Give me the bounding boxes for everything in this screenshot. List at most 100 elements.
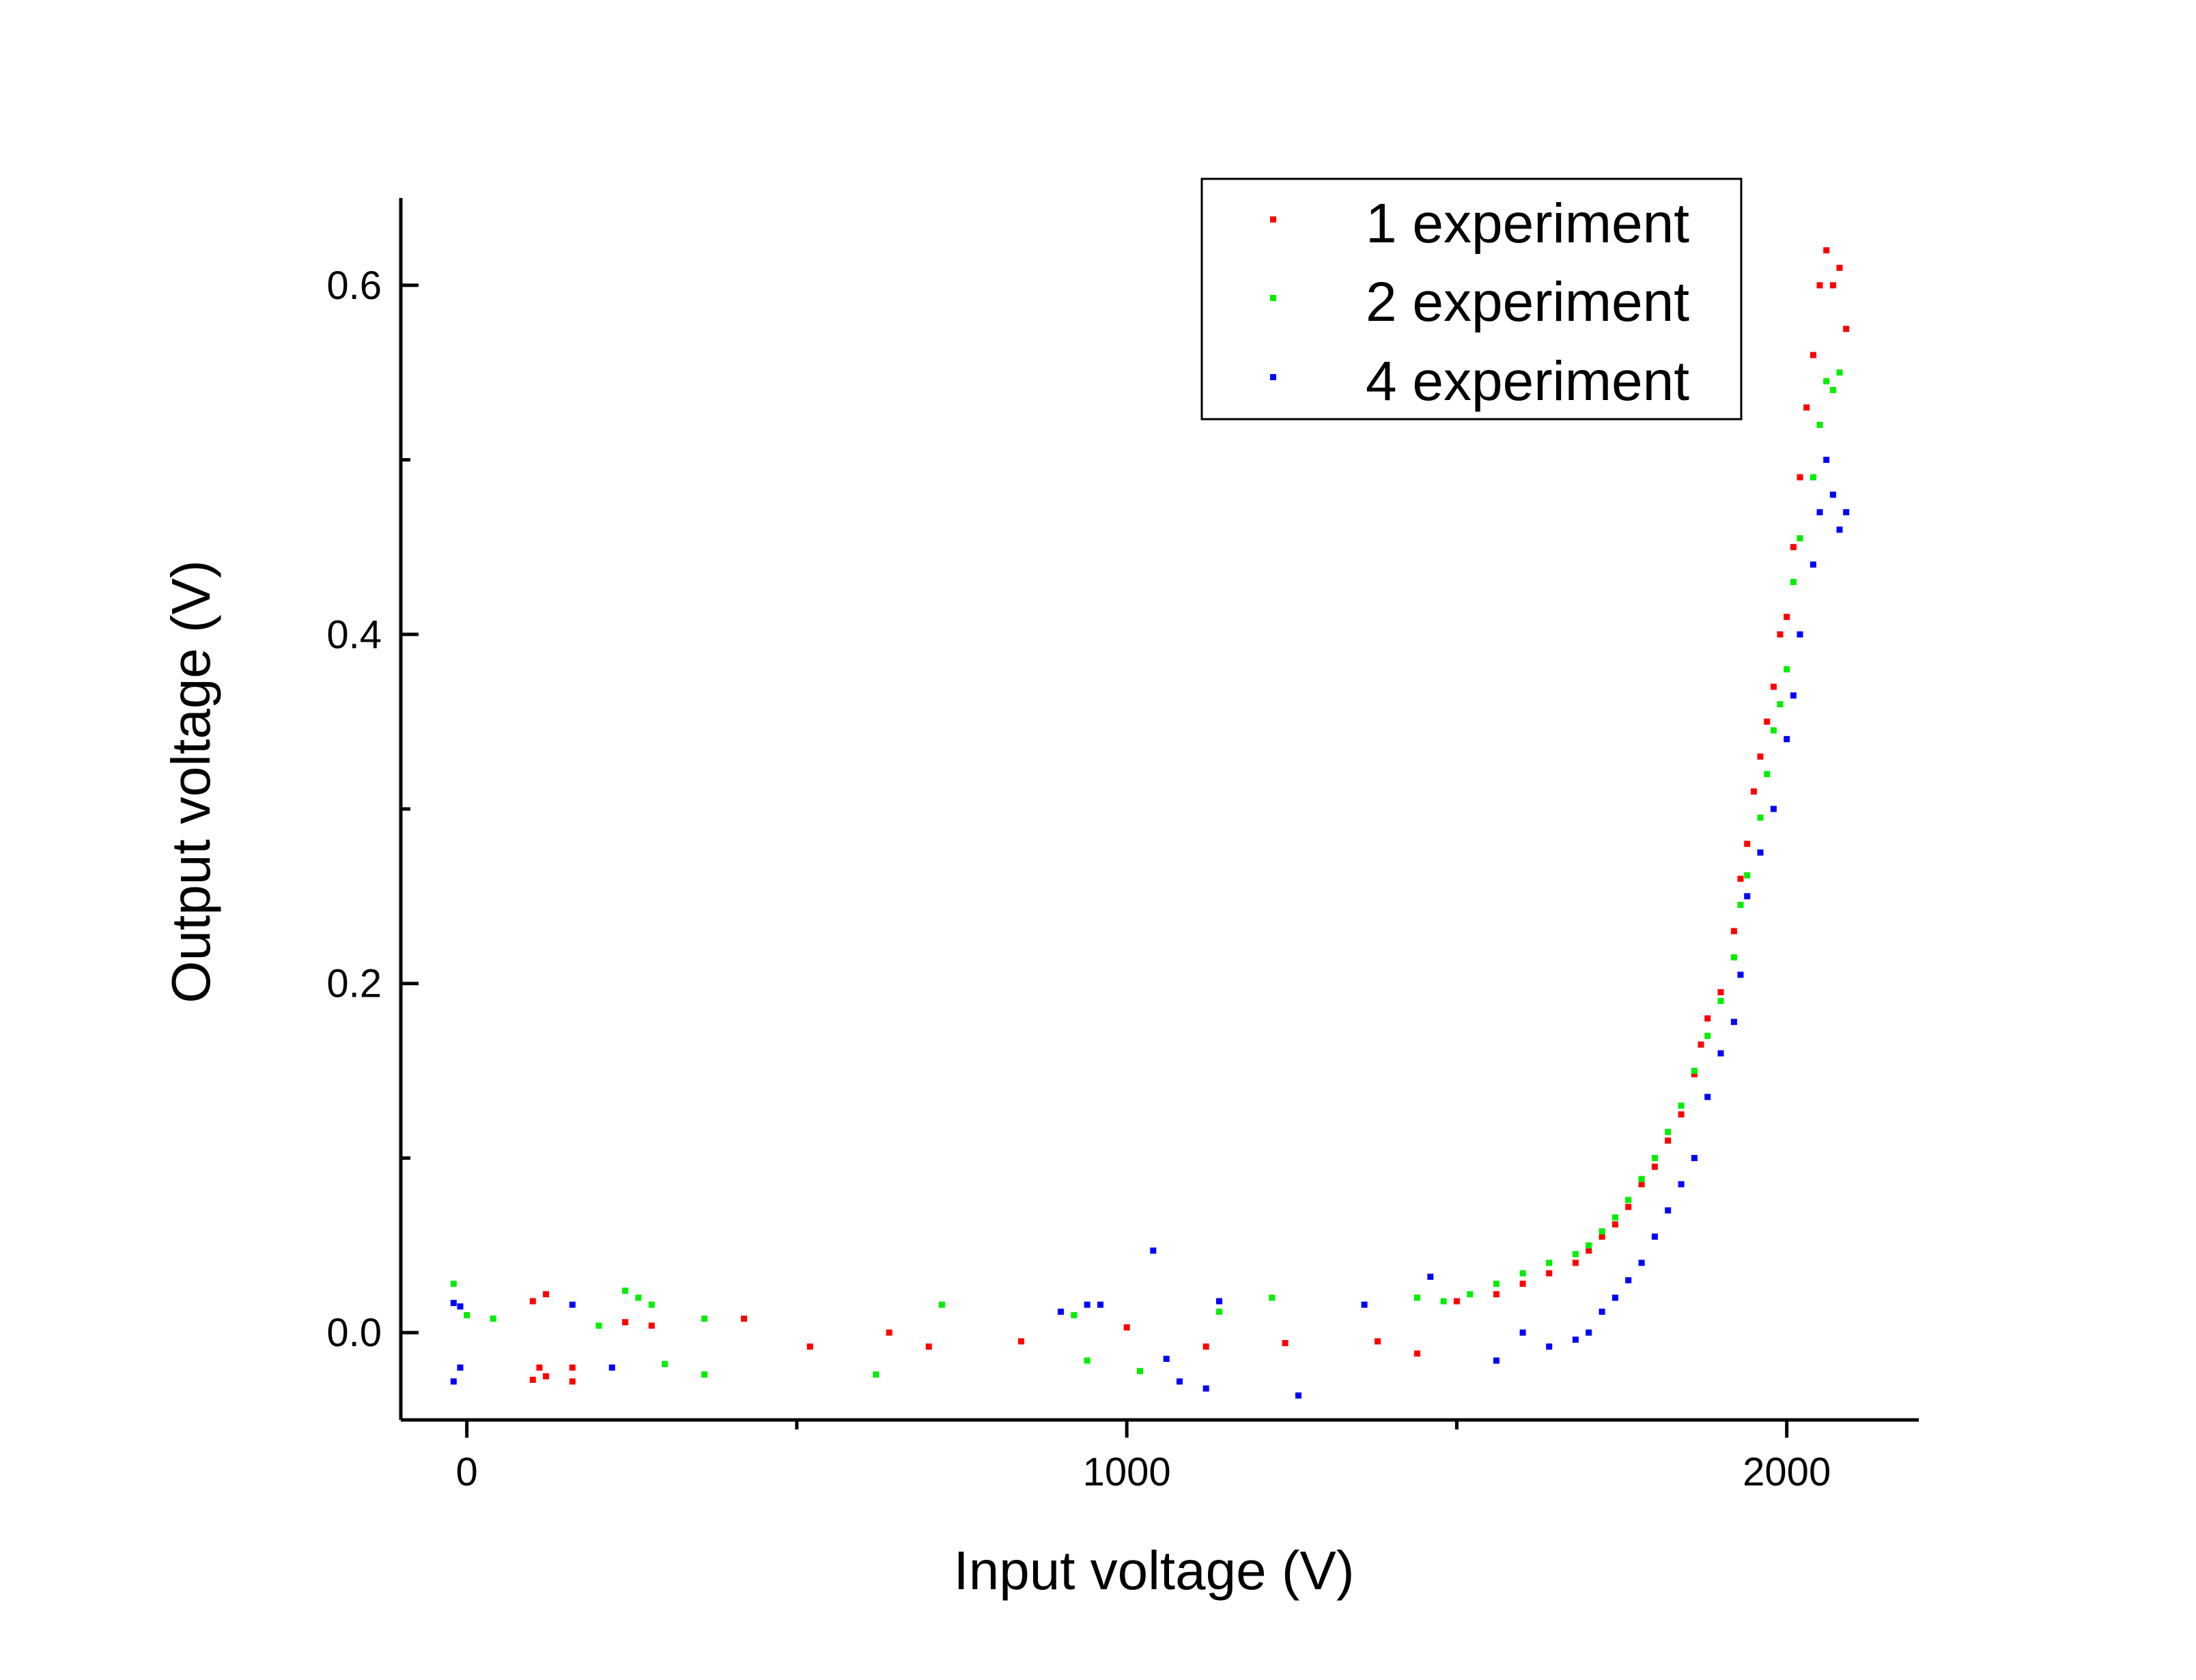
data-point	[1546, 1270, 1553, 1277]
data-point	[1790, 579, 1797, 586]
data-point	[1572, 1259, 1579, 1266]
data-point	[1704, 1032, 1711, 1039]
data-point	[457, 1303, 464, 1310]
data-point	[1810, 474, 1816, 481]
data-point	[1797, 631, 1803, 638]
data-point	[1829, 386, 1836, 393]
data-point	[529, 1376, 536, 1383]
data-point	[1764, 771, 1771, 778]
data-point	[1704, 1094, 1711, 1100]
data-point	[1572, 1336, 1579, 1343]
data-point	[1823, 378, 1830, 384]
data-point	[1737, 875, 1744, 882]
data-point	[1770, 806, 1777, 812]
y-tick-label: 0.6	[326, 264, 382, 308]
legend-label-1-experiment: 1 experiment	[1366, 193, 1689, 255]
data-point	[1737, 902, 1744, 909]
data-point	[1071, 1312, 1078, 1319]
data-point	[450, 1281, 457, 1287]
data-point	[1177, 1378, 1183, 1385]
data-point	[1665, 1128, 1672, 1135]
data-point	[1691, 1154, 1698, 1161]
data-point	[1282, 1340, 1289, 1346]
data-point	[1764, 718, 1771, 725]
data-point	[648, 1301, 655, 1308]
data-point	[1625, 1277, 1632, 1283]
data-point	[1493, 1291, 1500, 1298]
data-point	[1816, 509, 1823, 515]
data-point	[1797, 535, 1803, 542]
data-points	[450, 247, 1850, 1399]
data-point	[1202, 1343, 1209, 1350]
data-point	[1097, 1301, 1103, 1308]
series-2-experiment	[450, 369, 1843, 1378]
data-point	[1678, 1181, 1685, 1188]
data-point	[1757, 753, 1764, 760]
x-axis-title: Input voltage (V)	[954, 1540, 1355, 1601]
data-point	[1295, 1392, 1301, 1399]
y-ticks: 0.0 0.2 0.4 0.6	[326, 264, 419, 1355]
data-point	[1757, 814, 1764, 821]
x-ticks: 0 1000 2000	[456, 1420, 1831, 1494]
data-point	[1651, 1163, 1658, 1170]
data-point	[1651, 1154, 1658, 1161]
data-point	[529, 1298, 536, 1305]
data-point	[1611, 1214, 1618, 1221]
data-point	[1717, 997, 1724, 1004]
data-point	[1730, 928, 1737, 935]
data-point	[1150, 1247, 1157, 1254]
data-point	[1599, 1228, 1605, 1235]
data-point	[1757, 849, 1764, 856]
data-point	[1572, 1251, 1579, 1257]
data-point	[1123, 1324, 1130, 1330]
data-point	[1018, 1338, 1024, 1345]
data-point	[1836, 264, 1843, 271]
data-point	[569, 1378, 576, 1385]
data-point	[741, 1315, 748, 1322]
data-point	[1625, 1204, 1632, 1210]
series-4-experiment	[450, 457, 1850, 1399]
data-point	[450, 1378, 457, 1385]
y-tick-label: 0.4	[326, 612, 382, 657]
data-point	[1790, 543, 1797, 550]
data-point	[1625, 1197, 1632, 1204]
data-point	[1638, 1181, 1645, 1188]
data-point	[1586, 1242, 1592, 1249]
x-tick-label: 1000	[1083, 1450, 1171, 1494]
data-point	[1784, 666, 1790, 672]
data-point	[939, 1301, 945, 1308]
data-point	[1784, 736, 1790, 743]
data-point	[1216, 1309, 1222, 1315]
data-point	[1413, 1294, 1420, 1301]
data-point	[1453, 1298, 1460, 1305]
data-point	[1084, 1357, 1090, 1364]
data-point	[1519, 1329, 1526, 1336]
data-point	[1737, 971, 1744, 978]
data-point	[1137, 1367, 1143, 1374]
data-point	[1843, 326, 1850, 332]
data-point	[886, 1329, 892, 1336]
data-point	[873, 1371, 879, 1378]
data-point	[1698, 1041, 1704, 1048]
legend-label-2-experiment: 2 experiment	[1366, 271, 1689, 333]
data-point	[1361, 1301, 1368, 1308]
data-point	[595, 1322, 602, 1329]
data-point	[569, 1301, 576, 1308]
legend-marker-4-experiment	[1270, 374, 1276, 380]
data-point	[1730, 1019, 1737, 1025]
data-point	[635, 1294, 642, 1301]
data-point	[1599, 1234, 1605, 1240]
data-point	[1744, 893, 1751, 900]
data-point	[464, 1312, 470, 1319]
data-point	[1202, 1385, 1209, 1392]
data-point	[1638, 1176, 1645, 1182]
data-point	[1678, 1111, 1685, 1117]
y-tick-label: 0.2	[326, 962, 382, 1006]
data-point	[1163, 1356, 1170, 1362]
legend-marker-2-experiment	[1270, 295, 1276, 301]
legend-marker-1-experiment	[1270, 216, 1276, 223]
data-point	[1493, 1357, 1500, 1364]
data-point	[1750, 788, 1757, 795]
data-point	[1269, 1294, 1276, 1301]
data-point	[1770, 727, 1777, 734]
